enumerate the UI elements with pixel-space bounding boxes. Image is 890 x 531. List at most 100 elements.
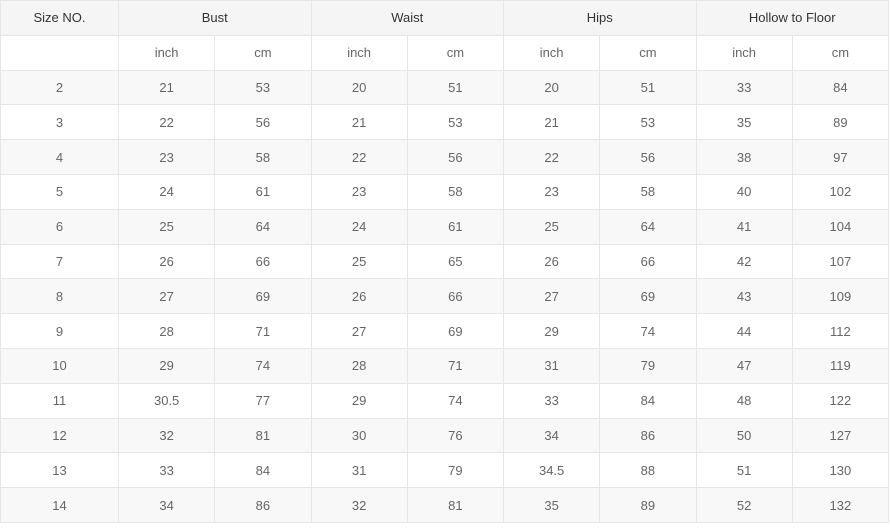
unit-empty [0, 34, 119, 71]
measurement-cell: 51 [695, 452, 793, 489]
measurement-cell: 97 [791, 139, 890, 175]
measurement-cell: 21 [117, 69, 216, 106]
measurement-cell: 32 [117, 417, 216, 454]
measurement-cell: 52 [695, 487, 793, 523]
measurement-cell: 71 [214, 313, 312, 349]
measurement-cell: 122 [791, 382, 890, 419]
measurement-cell: 84 [791, 69, 890, 106]
table-row: 9 28 71 27 69 29 74 44 112 [0, 313, 890, 349]
header-hips: Hips [503, 0, 697, 36]
measurement-cell: 29 [117, 347, 216, 384]
measurement-cell: 38 [695, 139, 793, 175]
size-cell: 13 [0, 452, 119, 489]
size-cell: 8 [0, 278, 119, 315]
size-cell: 10 [0, 347, 119, 384]
measurement-cell: 74 [599, 313, 697, 349]
table-row: 7 26 66 25 65 26 66 42 107 [0, 243, 890, 280]
measurement-cell: 23 [310, 173, 408, 210]
measurement-cell: 34.5 [502, 452, 601, 489]
size-cell: 14 [0, 487, 119, 523]
size-cell: 3 [0, 104, 119, 141]
table-row: 4 23 58 22 56 22 56 38 97 [0, 139, 890, 175]
measurement-cell: 42 [695, 243, 793, 280]
measurement-cell: 50 [695, 417, 793, 454]
measurement-cell: 34 [117, 487, 216, 523]
size-cell: 11 [0, 382, 119, 419]
measurement-cell: 56 [406, 139, 505, 175]
measurement-cell: 66 [214, 243, 312, 280]
unit-inch: inch [502, 34, 601, 71]
measurement-cell: 22 [117, 104, 216, 141]
table-row: 11 30.5 77 29 74 33 84 48 122 [0, 382, 890, 419]
measurement-cell: 86 [214, 487, 312, 523]
measurement-cell: 25 [117, 208, 216, 245]
header-waist: Waist [310, 0, 504, 36]
table-row: 3 22 56 21 53 21 53 35 89 [0, 104, 890, 141]
measurement-cell: 21 [502, 104, 601, 141]
measurement-cell: 79 [406, 452, 505, 489]
measurement-cell: 104 [791, 208, 890, 245]
measurement-cell: 132 [791, 487, 890, 523]
table-row: 12 32 81 30 76 34 86 50 127 [0, 417, 890, 454]
measurement-cell: 81 [406, 487, 505, 523]
measurement-cell: 61 [214, 173, 312, 210]
header-size: Size NO. [0, 0, 119, 36]
measurement-cell: 20 [310, 69, 408, 106]
measurement-cell: 23 [502, 173, 601, 210]
measurement-cell: 30.5 [117, 382, 216, 419]
measurement-cell: 25 [310, 243, 408, 280]
measurement-cell: 27 [310, 313, 408, 349]
measurement-cell: 47 [695, 347, 793, 384]
measurement-cell: 64 [599, 208, 697, 245]
measurement-cell: 89 [599, 487, 697, 523]
measurement-cell: 71 [406, 347, 505, 384]
header-row: Size NO. Bust Waist Hips Hollow to Floor [0, 0, 889, 36]
table-row: 10 29 74 28 71 31 79 47 119 [0, 347, 890, 384]
measurement-cell: 35 [695, 104, 793, 141]
measurement-cell: 20 [502, 69, 601, 106]
measurement-cell: 89 [791, 104, 890, 141]
measurement-cell: 84 [599, 382, 697, 419]
measurement-cell: 25 [502, 208, 601, 245]
unit-cm: cm [214, 34, 312, 71]
measurement-cell: 56 [214, 104, 312, 141]
measurement-cell: 23 [117, 139, 216, 175]
size-cell: 7 [0, 243, 119, 280]
measurement-cell: 35 [502, 487, 601, 523]
measurement-cell: 76 [406, 417, 505, 454]
measurement-cell: 61 [406, 208, 505, 245]
unit-row: inch cm inch cm inch cm inch cm [0, 34, 890, 71]
measurement-cell: 86 [599, 417, 697, 454]
measurement-cell: 43 [695, 278, 793, 315]
measurement-cell: 27 [502, 278, 601, 315]
measurement-cell: 69 [599, 278, 697, 315]
measurement-cell: 119 [791, 347, 890, 384]
measurement-cell: 26 [310, 278, 408, 315]
table-row: 8 27 69 26 66 27 69 43 109 [0, 278, 890, 315]
measurement-cell: 64 [214, 208, 312, 245]
measurement-cell: 112 [791, 313, 890, 349]
header-hollow-to-floor: Hollow to Floor [695, 0, 889, 36]
header-bust: Bust [118, 0, 312, 36]
measurement-cell: 33 [695, 69, 793, 106]
measurement-cell: 29 [502, 313, 601, 349]
measurement-cell: 22 [310, 139, 408, 175]
table-row: 13 33 84 31 79 34.5 88 51 130 [0, 452, 890, 489]
measurement-cell: 58 [406, 173, 505, 210]
measurement-cell: 41 [695, 208, 793, 245]
size-cell: 6 [0, 208, 119, 245]
measurement-cell: 32 [310, 487, 408, 523]
measurement-cell: 28 [310, 347, 408, 384]
measurement-cell: 107 [791, 243, 890, 280]
measurement-cell: 66 [599, 243, 697, 280]
measurement-cell: 34 [502, 417, 601, 454]
measurement-cell: 29 [310, 382, 408, 419]
measurement-cell: 56 [599, 139, 697, 175]
table-row: 6 25 64 24 61 25 64 41 104 [0, 208, 890, 245]
measurement-cell: 77 [214, 382, 312, 419]
measurement-cell: 53 [599, 104, 697, 141]
measurement-cell: 53 [406, 104, 505, 141]
measurement-cell: 58 [599, 173, 697, 210]
unit-cm: cm [791, 34, 890, 71]
